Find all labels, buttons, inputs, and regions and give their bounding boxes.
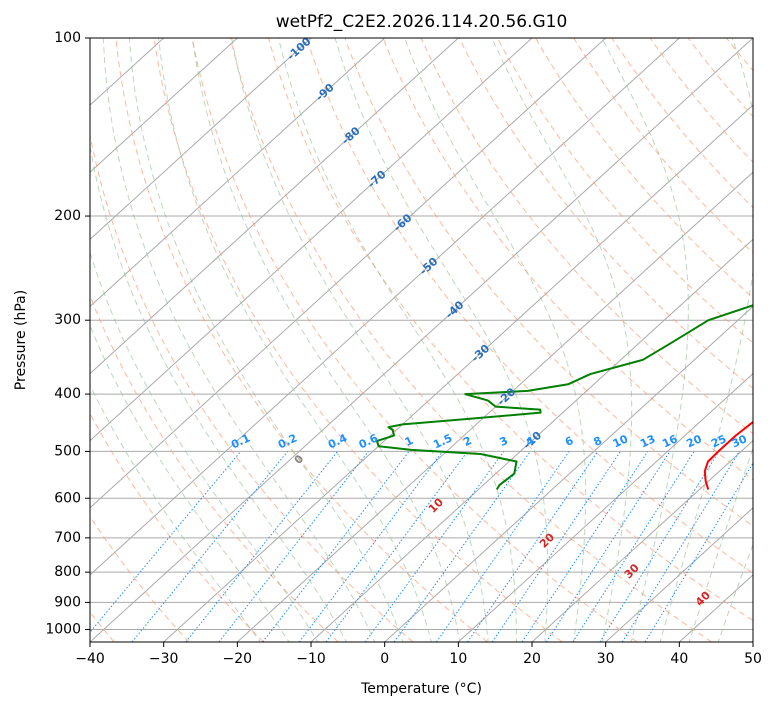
dry-adiabat-line [420, 38, 753, 435]
y-tick-label: 800 [54, 564, 81, 580]
moist-adiabat-line [191, 38, 461, 642]
mixing-ratio-line [393, 451, 531, 642]
x-tick-label: 0 [380, 651, 389, 667]
dry-adiabat-line [535, 38, 753, 299]
y-tick-label: 600 [54, 490, 81, 506]
isotherm-line [90, 38, 386, 308]
moist-adiabat-line [334, 38, 549, 642]
mixing-ratio-label: 16 [660, 432, 680, 450]
y-tick-label: 700 [54, 530, 81, 546]
mixing-ratio-line [364, 451, 505, 642]
isotherm-line [90, 38, 459, 375]
y-tick-label: 900 [54, 594, 81, 610]
dry-adiabat-line [191, 38, 638, 642]
dry-adiabat-line [115, 38, 488, 642]
moist-adiabat-line [128, 38, 404, 642]
mixing-ratio-label: 36 [750, 432, 770, 450]
moist-adiabat-line [491, 38, 633, 642]
y-tick-label: 1000 [45, 621, 81, 637]
isotherm-line [605, 507, 753, 642]
moist-adiabat-line [102, 38, 376, 642]
dry-adiabat-line [458, 38, 753, 389]
dry-adiabat-line [649, 38, 753, 163]
dry-adiabat-line [229, 38, 712, 642]
moist-adiabat-line [717, 542, 753, 642]
isotherm-line [163, 104, 753, 642]
moist-adiabat-line [231, 38, 489, 642]
isotherm-line [384, 305, 753, 642]
mixing-ratio-label: 20 [684, 432, 704, 450]
mixing-ratio-label: 30 [730, 432, 750, 450]
isotherm-line [310, 238, 753, 642]
x-tick-label: −10 [296, 651, 326, 667]
mixing-ratio-line [599, 451, 720, 642]
dry-adiabat-line [90, 132, 414, 642]
y-tick-label: 200 [54, 208, 81, 224]
mixing-ratio-line [436, 451, 570, 642]
mixing-ratio-line [572, 451, 695, 642]
isotherm-line [90, 38, 607, 509]
x-axis-title: Temperature (°C) [360, 681, 482, 697]
mixing-ratio-line [90, 451, 242, 633]
y-axis-title: Pressure (hPa) [13, 290, 29, 390]
moist-adiabat-line [688, 446, 753, 642]
x-tick-label: −20 [223, 651, 253, 667]
y-tick-label: 300 [54, 312, 81, 328]
moist-adiabat-line [90, 143, 347, 642]
temperature-profile-line [703, 420, 753, 490]
dry-adiabat-line [90, 294, 339, 642]
x-tick-label: 40 [670, 651, 688, 667]
isotherm-line [531, 439, 753, 642]
mixing-ratio-line [262, 451, 410, 642]
isotherm-line [90, 38, 312, 241]
y-tick-label: 400 [54, 386, 81, 402]
isotherm-line [90, 38, 680, 576]
mixing-ratio-label: 25 [709, 432, 728, 450]
plot-frame [89, 37, 754, 643]
x-tick-label: −30 [149, 651, 179, 667]
moist-adiabat-line [158, 38, 432, 642]
y-tick-label: 500 [54, 443, 81, 459]
mixing-ratio-label: 13 [638, 432, 657, 450]
moist-adiabat-line [404, 38, 587, 642]
x-tick-label: −40 [75, 651, 105, 667]
dry-adiabat-line [573, 38, 753, 254]
x-tick-label: 50 [744, 651, 762, 667]
x-tick-label: 10 [449, 651, 467, 667]
isotherm-line [457, 372, 753, 642]
y-tick-label: 100 [54, 30, 81, 46]
dry-adiabat-line [90, 412, 264, 642]
isotherm-line [90, 38, 238, 173]
x-tick-label: 30 [597, 651, 615, 667]
moist-adiabat-line [601, 38, 689, 642]
isotherm-line [236, 171, 753, 642]
chart-title: wetPf2_C2E2.2026.114.20.56.G10 [276, 12, 568, 32]
mixing-ratio-line [545, 451, 671, 642]
moist-adiabat-line [659, 38, 753, 642]
mixing-ratio-line [185, 451, 338, 642]
mixing-ratio-line [521, 451, 649, 642]
moist-adiabat-line [90, 250, 319, 642]
x-tick-label: 20 [523, 651, 541, 667]
dewpoint-profile-line [376, 304, 753, 491]
dry-adiabat-line [306, 38, 753, 574]
mixing-ratio-label: 10 [611, 432, 631, 450]
mixing-ratio-line [298, 451, 444, 642]
mixing-ratio-line [325, 451, 468, 642]
isotherm-line [90, 38, 533, 442]
mixing-ratio-line [131, 451, 288, 642]
mixing-ratio-line [621, 451, 740, 642]
dry-adiabat-line [344, 38, 753, 527]
dry-adiabat-line [496, 38, 753, 344]
moist-adiabat-line [277, 38, 518, 642]
